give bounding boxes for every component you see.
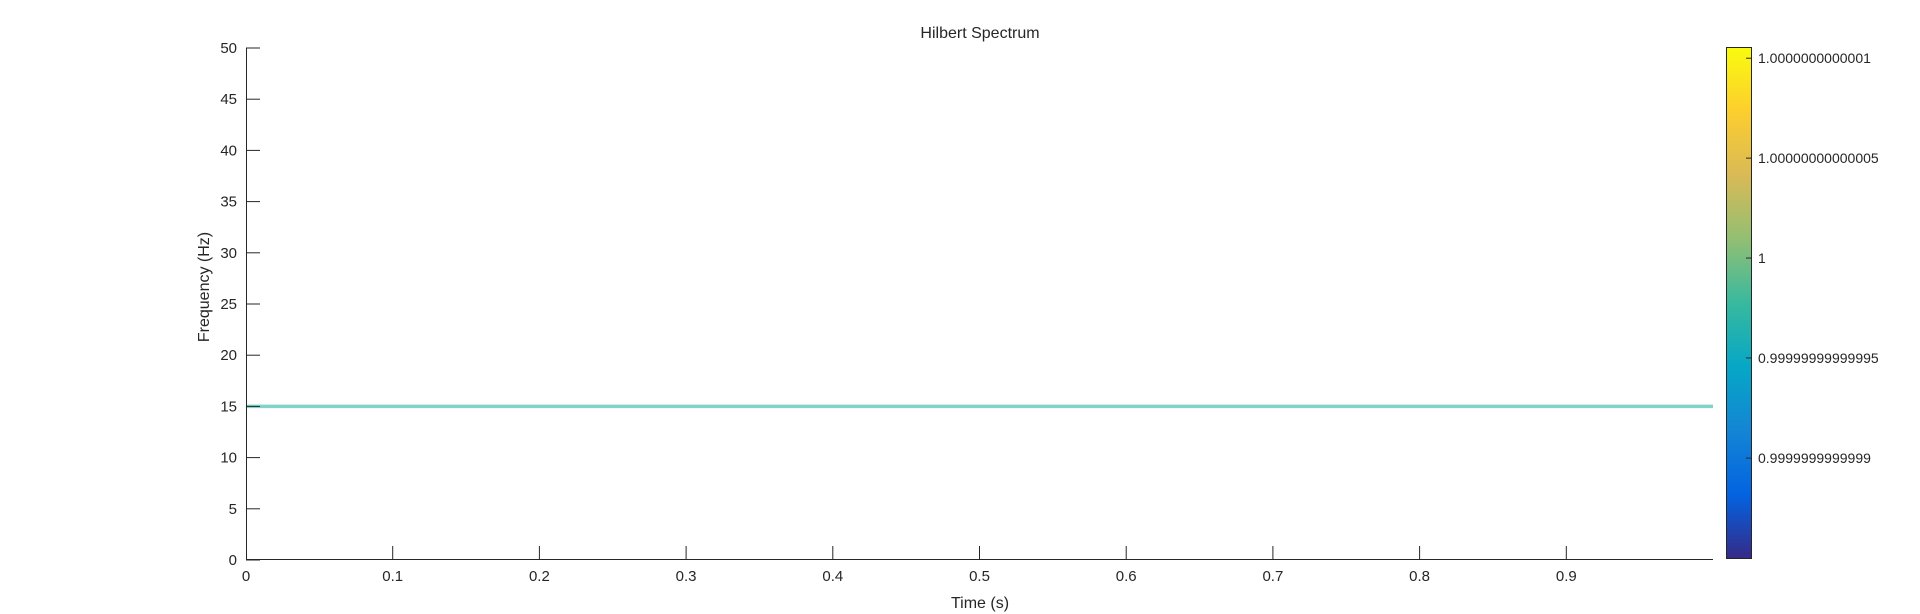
y-tick-label: 50 xyxy=(220,40,237,57)
x-tick-label: 0.9 xyxy=(1556,568,1577,585)
x-tick-label: 0.1 xyxy=(382,568,403,585)
x-tick-label: 0 xyxy=(242,568,250,585)
colorbar-tick-label: 0.9999999999999 xyxy=(1758,450,1871,466)
y-axis-ticks: 0 5 10 15 20 25 30 35 40 45 50 xyxy=(220,40,260,569)
colorbar-gradient xyxy=(1726,47,1752,559)
x-tick-label: 0.8 xyxy=(1409,568,1430,585)
y-tick-label: 40 xyxy=(220,142,237,159)
y-tick-label: 20 xyxy=(220,347,237,364)
y-tick-label: 10 xyxy=(220,450,237,467)
y-tick-label: 5 xyxy=(229,501,237,518)
y-tick-label: 0 xyxy=(229,552,237,569)
x-axis-label: Time (s) xyxy=(951,595,1009,612)
colorbar-tick-label: 1 xyxy=(1758,250,1766,266)
x-tick-label: 0.4 xyxy=(822,568,843,585)
colorbar-tick-label: 1.0000000000001 xyxy=(1758,50,1871,66)
y-tick-label: 25 xyxy=(220,296,237,313)
y-tick-label: 30 xyxy=(220,245,237,262)
x-tick-label: 0.2 xyxy=(529,568,550,585)
x-tick-label: 0.6 xyxy=(1116,568,1137,585)
colorbar-tick-label: 0.99999999999995 xyxy=(1758,350,1879,366)
colorbar-ticks: 0.9999999999999 0.99999999999995 1 1.000000… xyxy=(1746,50,1879,466)
y-axis-label: Frequency (Hz) xyxy=(196,232,213,342)
chart-title: Hilbert Spectrum xyxy=(920,25,1039,42)
y-tick-label: 15 xyxy=(220,398,237,415)
y-tick-label: 45 xyxy=(220,91,237,108)
x-tick-label: 0.7 xyxy=(1262,568,1283,585)
colorbar-tick-label: 1.00000000000005 xyxy=(1758,150,1879,166)
plot-area: 0 5 10 15 20 25 30 35 40 45 50 0 0.1 0.2 0.3 0.4 0.5 0.6… xyxy=(220,40,1713,585)
y-tick-label: 35 xyxy=(220,194,237,211)
x-axis-ticks: 0 0.1 0.2 0.3 0.4 0.5 0.6 0.7 0.8 0.9 xyxy=(242,546,1577,585)
colorbar: 0.9999999999999 0.99999999999995 1 1.000000… xyxy=(1726,47,1879,559)
x-tick-label: 0.3 xyxy=(676,568,697,585)
x-tick-label: 0.5 xyxy=(969,568,990,585)
